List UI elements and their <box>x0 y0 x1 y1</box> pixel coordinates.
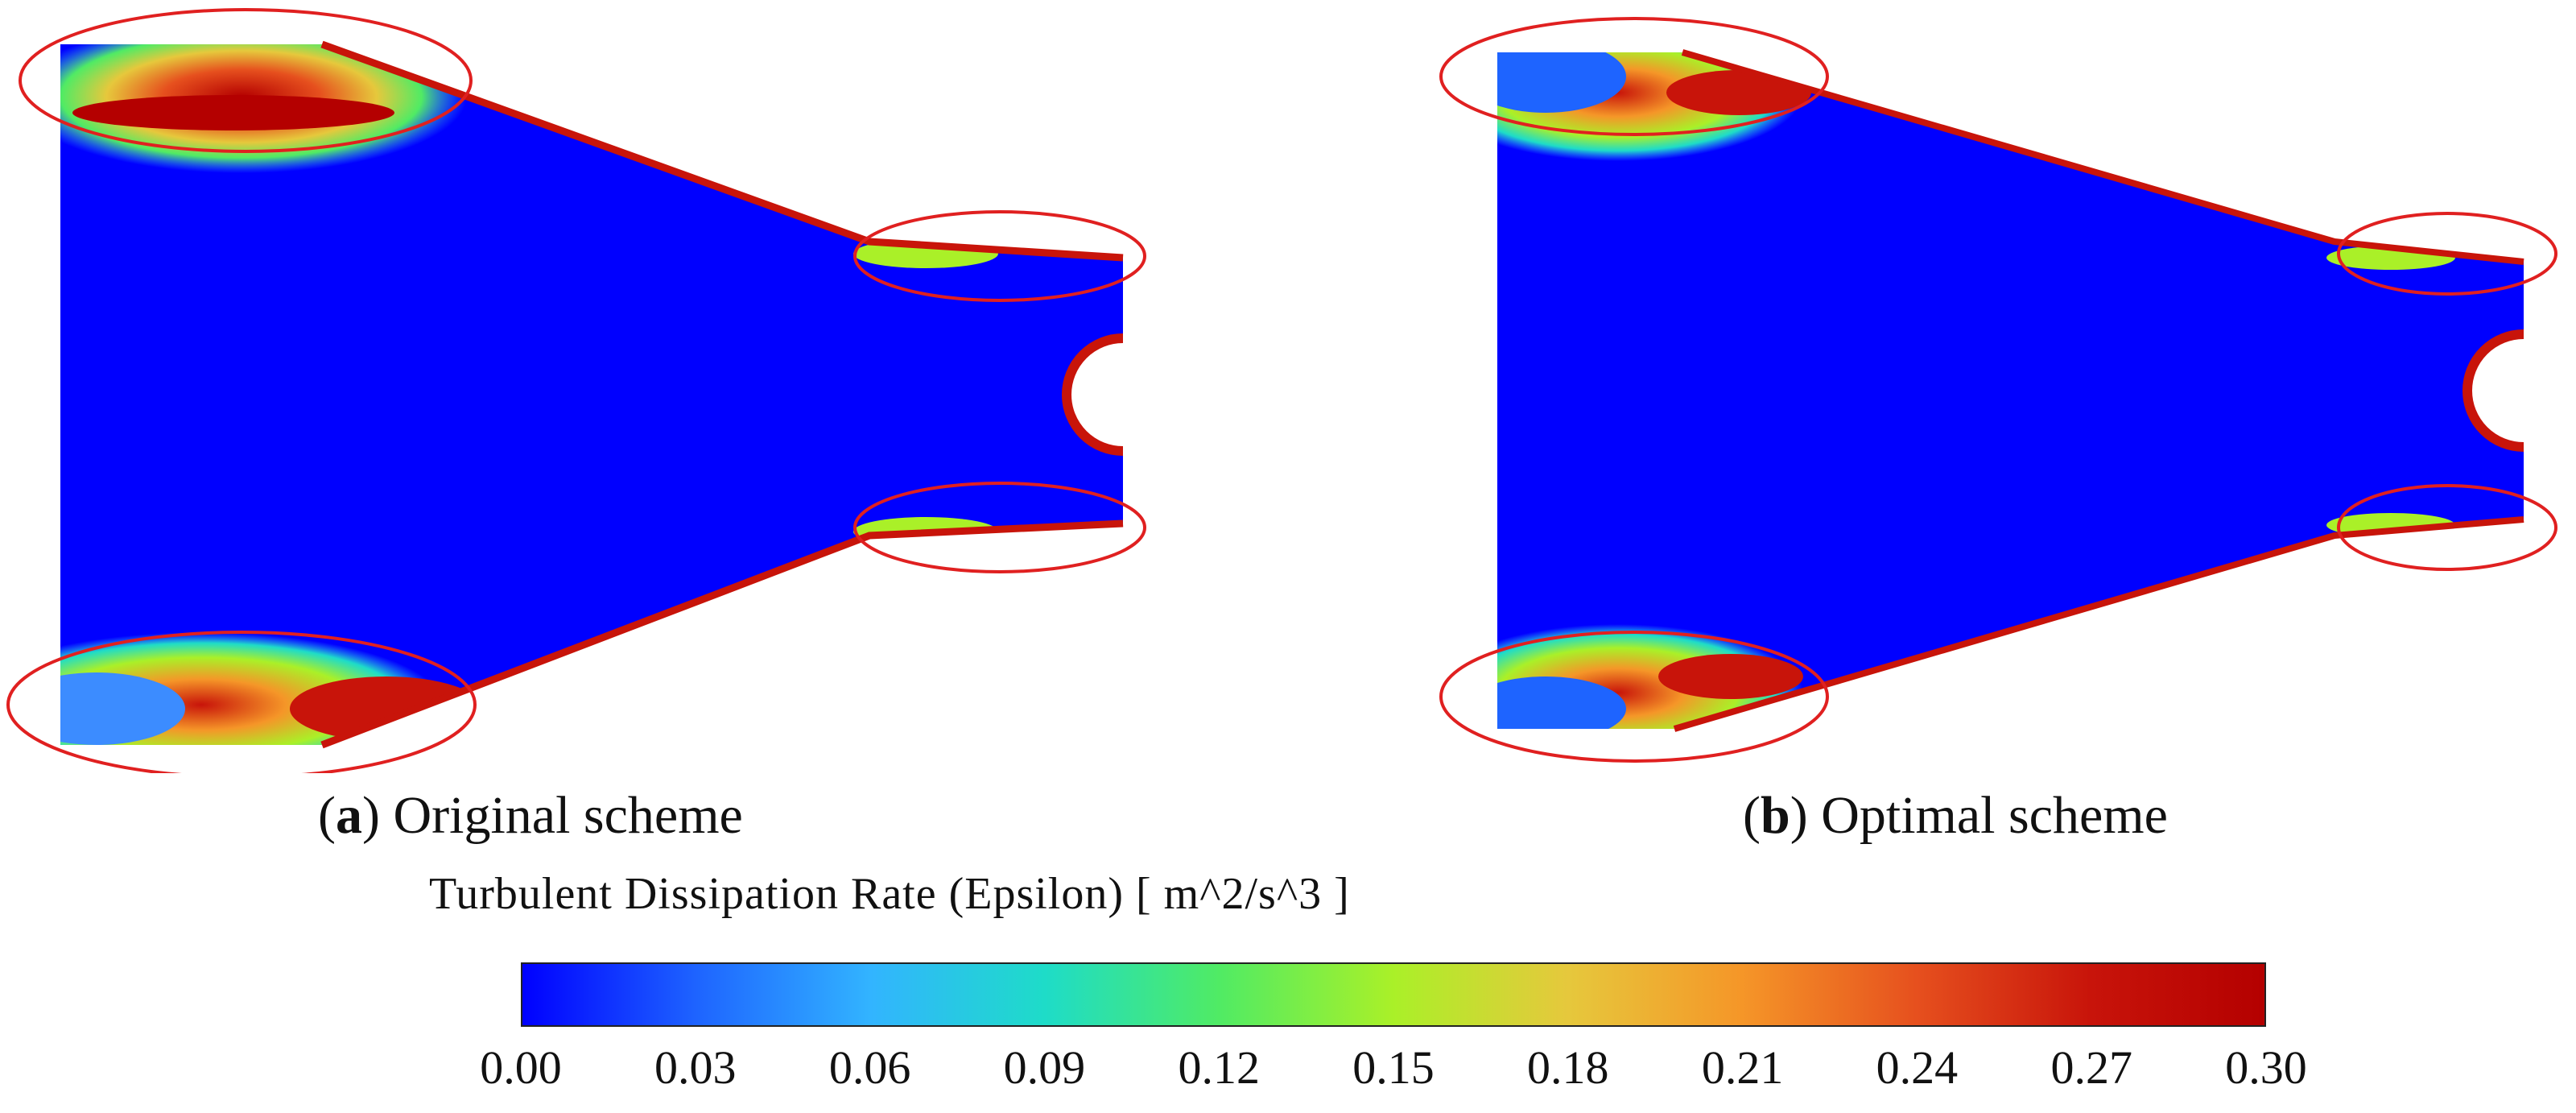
colorbar-tick-label: 0.27 <box>2050 1041 2132 1094</box>
colorbar-tick-label: 0.03 <box>654 1041 737 1094</box>
caption-optimal-scheme: (b) Optimal scheme <box>1743 786 2168 845</box>
highlight-ellipse <box>2337 212 2557 296</box>
panel-optimal-scheme <box>1433 0 2576 773</box>
highlight-ellipse <box>1439 17 1829 136</box>
colorbar-tick-label: 0.00 <box>480 1041 562 1094</box>
colorbar-tick-label: 0.18 <box>1527 1041 1609 1094</box>
caption-text: Original scheme <box>393 786 743 845</box>
caption-text: Optimal scheme <box>1821 786 2168 845</box>
contour-plot-optimal <box>1439 17 2557 763</box>
colorbar-tick-label: 0.06 <box>828 1041 911 1094</box>
caption-letter: a <box>335 786 362 845</box>
colorbar-tick-label: 0.15 <box>1352 1041 1435 1094</box>
panel-original-scheme <box>0 0 1288 773</box>
caption-letter: b <box>1760 786 1790 845</box>
colorbar-title: Turbulent Dissipation Rate (Epsilon) [ m… <box>429 869 1350 919</box>
colorbar-tick-label: 0.24 <box>1876 1041 1959 1094</box>
colorbar-tick-label: 0.30 <box>2225 1041 2307 1094</box>
highlight-ellipse <box>19 8 473 153</box>
contour-plot-original <box>6 8 1146 773</box>
highlight-ellipse <box>6 631 477 773</box>
highlight-ellipse <box>853 482 1146 573</box>
colorbar-tick-label: 0.09 <box>1003 1041 1086 1094</box>
highlight-ellipse <box>853 210 1146 302</box>
colorbar <box>521 962 2266 1027</box>
highlight-ellipse <box>1439 631 1829 763</box>
highlight-ellipse <box>2337 484 2557 571</box>
colorbar-tick-label: 0.21 <box>1701 1041 1784 1094</box>
colorbar-ticks: 0.00 0.03 0.06 0.09 0.12 0.15 0.18 0.21 0.24 0.27… <box>0 1041 2576 1105</box>
colorbar-tick-label: 0.12 <box>1178 1041 1260 1094</box>
caption-original-scheme: (a) Original scheme <box>318 786 743 845</box>
